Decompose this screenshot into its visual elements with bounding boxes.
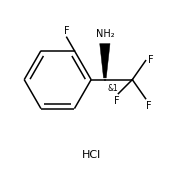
Text: F: F (64, 26, 70, 36)
Text: HCl: HCl (82, 150, 102, 160)
Text: F: F (114, 96, 120, 106)
Polygon shape (100, 44, 110, 78)
Text: F: F (146, 101, 152, 111)
Text: &1: &1 (107, 84, 118, 93)
Text: NH₂: NH₂ (95, 29, 114, 39)
Text: F: F (148, 55, 153, 65)
